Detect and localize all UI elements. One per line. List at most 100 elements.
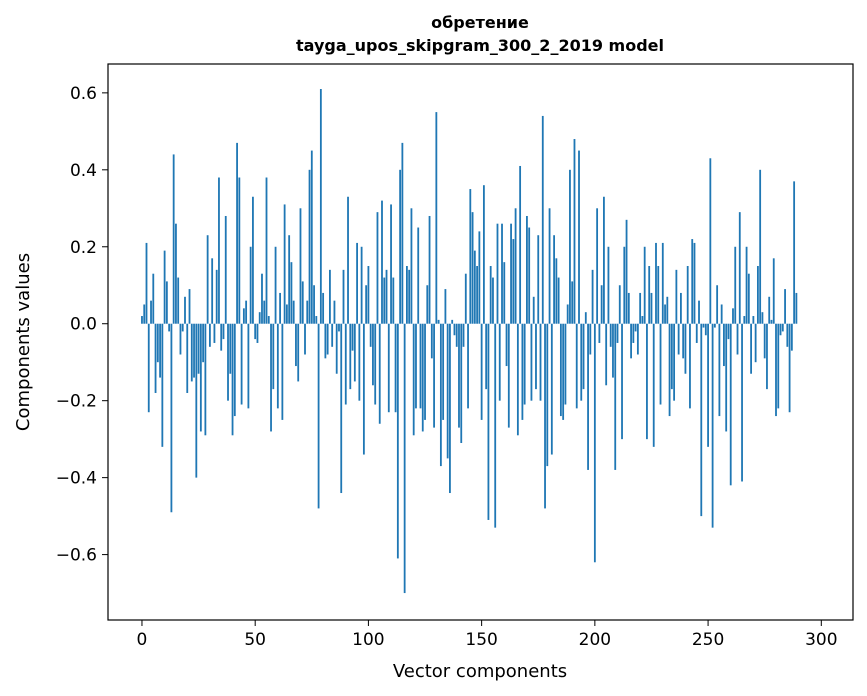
bar-241 <box>686 266 689 324</box>
bar-83 <box>329 269 331 324</box>
bar-272 <box>756 266 759 324</box>
bar-215 <box>627 292 630 324</box>
bar-81 <box>324 323 327 359</box>
bar-288 <box>793 181 796 324</box>
bar-7 <box>156 323 159 363</box>
y-tick-label: −0.6 <box>56 546 97 566</box>
bar-277 <box>768 296 771 324</box>
x-tick-label: 250 <box>692 630 724 650</box>
y-tick-label: 0.0 <box>70 315 97 335</box>
bar-26 <box>199 323 202 432</box>
bar-78 <box>317 323 320 509</box>
bar-137 <box>451 319 454 324</box>
bar-221 <box>641 316 644 324</box>
bar-185 <box>559 323 562 417</box>
bar-152 <box>485 323 488 390</box>
bar-20 <box>186 323 189 393</box>
bar-149 <box>478 231 481 324</box>
bar-188 <box>566 304 569 324</box>
bar-139 <box>455 323 458 347</box>
chart-title: обретение <box>431 13 529 32</box>
bar-191 <box>573 139 576 324</box>
bar-219 <box>636 323 639 355</box>
bar-13 <box>170 323 173 513</box>
x-tick-label: 300 <box>805 630 837 650</box>
bar-155 <box>492 277 494 324</box>
bar-271 <box>754 323 757 363</box>
bar-232 <box>666 296 669 324</box>
bar-181 <box>550 323 553 455</box>
bar-158 <box>498 323 501 401</box>
bar-204 <box>603 196 605 324</box>
bar-174 <box>535 323 537 390</box>
chart-subtitle: tayga_upos_skipgram_300_2_2019 model <box>296 36 664 55</box>
bar-236 <box>675 269 678 324</box>
bar-148 <box>476 266 479 324</box>
bar-164 <box>512 239 515 324</box>
bar-50 <box>254 323 257 340</box>
bar-279 <box>772 258 775 324</box>
bar-268 <box>747 273 750 324</box>
bar-44 <box>240 323 243 405</box>
bar-280 <box>775 323 777 417</box>
bar-141 <box>460 323 463 443</box>
bar-261 <box>732 308 734 324</box>
bar-150 <box>480 323 483 420</box>
bar-97 <box>360 246 363 324</box>
bar-178 <box>544 323 546 509</box>
bar-284 <box>784 289 786 324</box>
bar-75 <box>310 150 313 324</box>
bar-34 <box>218 177 220 324</box>
bar-19 <box>184 296 186 324</box>
bar-259 <box>727 323 730 340</box>
bar-163 <box>510 223 512 324</box>
bar-262 <box>734 246 737 324</box>
bar-274 <box>761 312 764 324</box>
bar-91 <box>347 196 349 324</box>
bar-36 <box>222 323 225 340</box>
bar-96 <box>358 323 361 401</box>
bar-135 <box>446 323 449 459</box>
bar-71 <box>301 281 304 324</box>
bar-62 <box>281 323 284 420</box>
bar-22 <box>190 323 193 382</box>
bar-110 <box>390 204 392 324</box>
bar-9 <box>161 323 164 447</box>
bar-46 <box>245 300 248 324</box>
bar-68 <box>295 323 297 367</box>
bar-154 <box>489 266 492 324</box>
bar-283 <box>781 323 784 332</box>
bar-153 <box>487 323 490 520</box>
bar-121 <box>415 323 417 409</box>
bar-100 <box>367 266 370 324</box>
bar-276 <box>766 323 768 390</box>
bar-49 <box>252 196 254 324</box>
bar-265 <box>741 323 743 482</box>
bar-58 <box>272 323 275 390</box>
bar-227 <box>655 242 657 324</box>
bar-114 <box>399 169 402 324</box>
bar-177 <box>541 115 544 324</box>
bar-109 <box>387 323 390 413</box>
bar-243 <box>691 239 694 324</box>
bar-156 <box>494 323 497 528</box>
bar-116 <box>403 323 406 594</box>
x-tick-label: 0 <box>137 630 148 650</box>
bar-251 <box>709 158 712 324</box>
bar-89 <box>342 269 345 324</box>
bar-72 <box>304 323 306 355</box>
bar-273 <box>759 169 762 324</box>
bar-129 <box>433 323 435 428</box>
bar-15 <box>175 223 177 324</box>
bar-130 <box>435 112 438 324</box>
bar-161 <box>505 323 508 367</box>
bar-247 <box>700 323 703 517</box>
bar-162 <box>507 323 510 428</box>
bar-169 <box>523 323 526 405</box>
bar-37 <box>224 215 227 324</box>
bar-103 <box>374 323 377 405</box>
bar-238 <box>680 292 682 324</box>
bar-173 <box>532 296 535 324</box>
bar-249 <box>704 323 707 336</box>
bar-263 <box>736 323 739 355</box>
